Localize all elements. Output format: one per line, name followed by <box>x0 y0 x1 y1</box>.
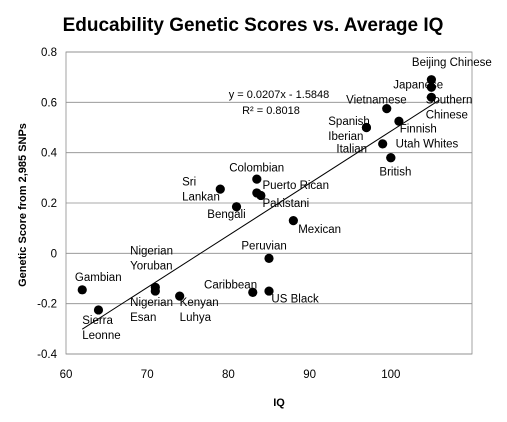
y-tick-label: 0.6 <box>41 97 57 109</box>
point-label: Finnish <box>400 124 437 136</box>
data-point <box>426 92 436 102</box>
x-tick-label: 80 <box>222 369 235 381</box>
point-label: Kenyan Luhya <box>180 297 219 324</box>
point-label: Gambian <box>75 272 122 284</box>
point-label: Vietnamese <box>346 95 407 107</box>
x-axis-label: IQ <box>273 397 285 409</box>
point-label: Italian <box>336 144 367 156</box>
data-point <box>175 291 185 301</box>
point-label: Japanese <box>393 79 443 91</box>
data-point <box>426 82 436 92</box>
y-axis-label: Genetic Score from 2,985 SNPs <box>17 123 29 287</box>
axes: -0.4 -0.2 0 0.2 0.4 0.6 0.8 60 70 80 90 100 <box>37 47 473 381</box>
point-label: Colombian <box>229 163 284 175</box>
trendline-group <box>81 99 440 330</box>
plot-area-border <box>65 51 473 355</box>
data-point <box>378 139 388 149</box>
point-label: Caribbean <box>204 280 257 292</box>
data-point <box>386 153 396 163</box>
data-points <box>77 75 436 315</box>
data-point <box>382 104 392 114</box>
point-label: Puerto Rican <box>263 180 329 192</box>
point-label: Sri Lankan <box>182 176 220 203</box>
chart-title: Educability Genetic Scores vs. Average I… <box>63 15 444 36</box>
trendline <box>81 99 440 330</box>
point-label: US Black <box>271 293 319 305</box>
point-label: Sierra Leonne <box>82 315 120 342</box>
point-label: Pakistani <box>263 198 310 210</box>
point-labels: Beijing Chinese Japanese Vietnamese Souther… <box>75 57 492 342</box>
point-label: Utah Whites <box>396 139 459 151</box>
data-point <box>288 216 298 226</box>
y-tick-label: 0.4 <box>41 148 58 160</box>
data-point <box>77 285 87 295</box>
point-label: Peruvian <box>241 241 286 253</box>
point-label: Spanish Iberian <box>328 116 370 143</box>
x-tick-label: 90 <box>303 369 316 381</box>
y-tick-label: -0.2 <box>37 299 57 311</box>
data-point <box>264 286 274 296</box>
y-tick-label: -0.4 <box>37 349 57 361</box>
trendline-r-squared: R² = 0.8018 <box>242 105 300 117</box>
data-point <box>93 305 104 315</box>
data-point <box>252 174 262 184</box>
x-tick-label: 70 <box>141 369 154 381</box>
data-point <box>361 122 372 133</box>
y-tick-label: 0 <box>51 248 57 260</box>
data-point <box>231 202 242 212</box>
y-tick-label: 0.2 <box>41 198 57 210</box>
data-point <box>256 190 266 201</box>
point-label: British <box>379 166 411 178</box>
point-label: Beijing Chinese <box>412 57 492 69</box>
point-label: Nigerian Yoruban <box>130 246 173 273</box>
x-tick-label: 60 <box>60 369 73 381</box>
point-label: Bengali <box>207 209 245 221</box>
point-label: Nigerian Esan <box>130 297 173 324</box>
point-label: Mexican <box>298 224 341 236</box>
data-point <box>150 286 160 296</box>
data-point <box>426 75 436 85</box>
data-point <box>264 253 274 263</box>
x-tick-label: 100 <box>381 369 400 381</box>
point-label: Southern Chinese <box>426 95 473 122</box>
data-point <box>248 287 258 297</box>
data-point <box>394 116 404 126</box>
trendline-equation: y = 0.0207x - 1.5848 <box>229 89 330 101</box>
data-point <box>215 184 225 194</box>
y-tick-label: 0.8 <box>41 47 57 59</box>
